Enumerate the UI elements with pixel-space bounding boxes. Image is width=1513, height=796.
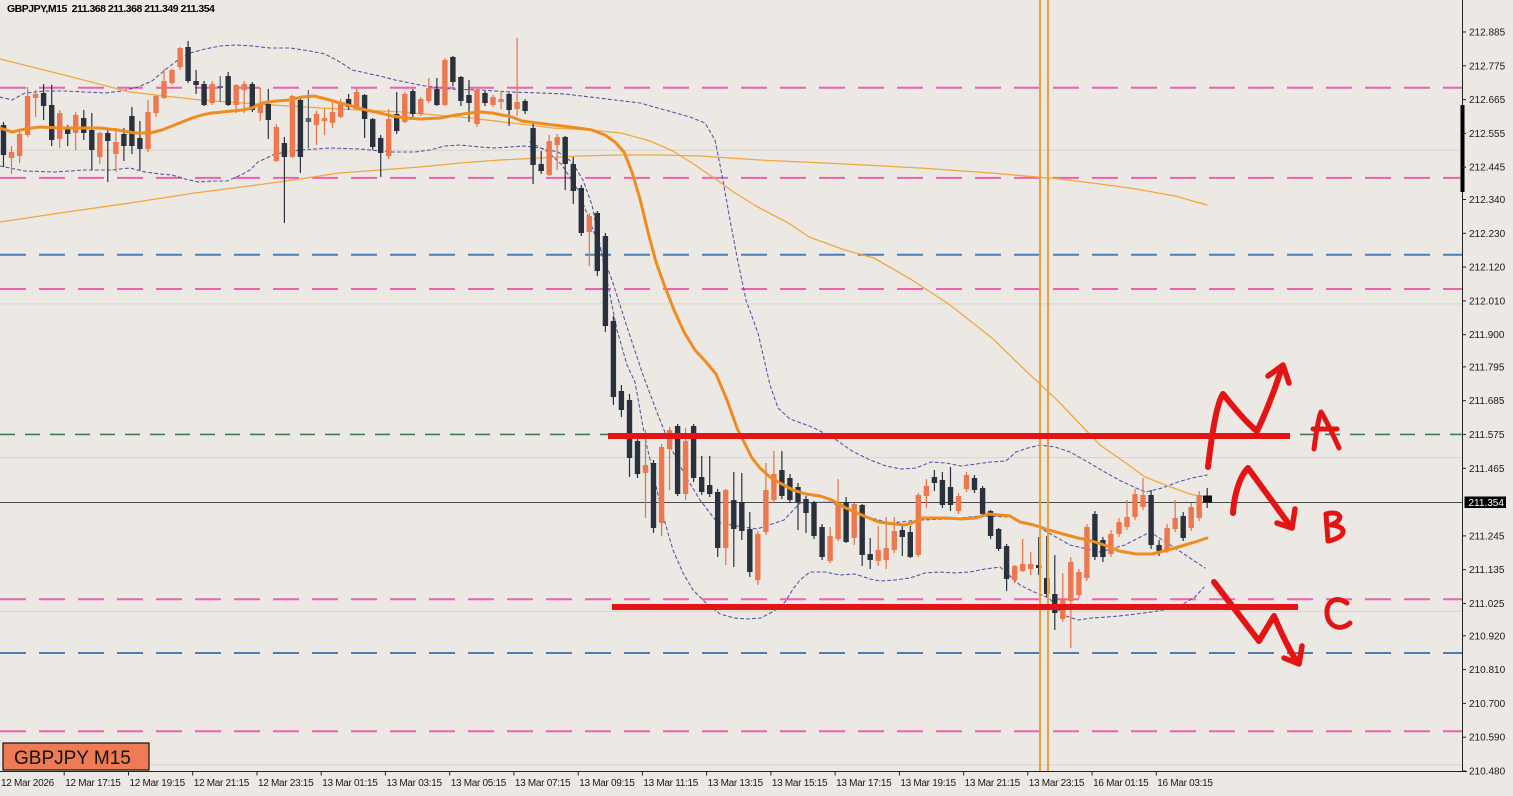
svg-text:211.354: 211.354 [1469,498,1505,509]
svg-text:13 Mar 19:15: 13 Mar 19:15 [900,778,956,789]
svg-text:212.775: 212.775 [1469,61,1506,72]
svg-text:211.465: 211.465 [1469,464,1505,475]
svg-text:13 Mar 13:15: 13 Mar 13:15 [708,778,764,789]
svg-text:211.795: 211.795 [1469,362,1505,373]
svg-text:13 Mar 21:15: 13 Mar 21:15 [965,778,1021,789]
svg-text:210.810: 210.810 [1469,665,1506,676]
svg-text:211.900: 211.900 [1469,330,1505,341]
svg-text:212.340: 212.340 [1469,195,1506,206]
svg-text:13 Mar 11:15: 13 Mar 11:15 [643,778,698,789]
svg-text:12 Mar 23:15: 12 Mar 23:15 [258,778,314,789]
svg-text:212.230: 212.230 [1469,229,1506,240]
svg-text:212.445: 212.445 [1469,163,1506,174]
svg-text:212.010: 212.010 [1469,296,1506,307]
svg-text:210.480: 210.480 [1469,767,1506,778]
svg-text:212.665: 212.665 [1469,95,1506,106]
svg-text:12 Mar 2026: 12 Mar 2026 [1,778,55,789]
svg-text:12 Mar 19:15: 12 Mar 19:15 [130,778,186,789]
svg-text:16 Mar 03:15: 16 Mar 03:15 [1157,778,1213,789]
svg-text:211.685: 211.685 [1469,396,1505,407]
svg-text:13 Mar 09:15: 13 Mar 09:15 [579,778,635,789]
svg-text:12 Mar 21:15: 12 Mar 21:15 [194,778,250,789]
svg-text:13 Mar 07:15: 13 Mar 07:15 [515,778,571,789]
svg-text:13 Mar 03:15: 13 Mar 03:15 [386,778,442,789]
svg-text:13 Mar 15:15: 13 Mar 15:15 [772,778,828,789]
svg-text:13 Mar 23:15: 13 Mar 23:15 [1029,778,1085,789]
svg-text:210.700: 210.700 [1469,699,1506,710]
svg-text:13 Mar 05:15: 13 Mar 05:15 [451,778,507,789]
svg-text:12 Mar 17:15: 12 Mar 17:15 [65,778,121,789]
svg-text:13 Mar 01:15: 13 Mar 01:15 [322,778,378,789]
svg-text:210.920: 210.920 [1469,631,1506,642]
svg-text:212.885: 212.885 [1469,28,1506,39]
svg-text:210.590: 210.590 [1469,733,1506,744]
svg-text:211.245: 211.245 [1469,531,1505,542]
svg-text:16 Mar 01:15: 16 Mar 01:15 [1093,778,1149,789]
svg-text:212.120: 212.120 [1469,263,1506,274]
svg-text:13 Mar 17:15: 13 Mar 17:15 [836,778,892,789]
svg-text:GBPJPY M15: GBPJPY M15 [14,748,131,769]
svg-text:GBPJPY,M15 211.368 211.368 21: GBPJPY,M15 211.368 211.368 211.349 211.3… [7,3,215,15]
svg-text:211.575: 211.575 [1469,430,1505,441]
svg-text:212.555: 212.555 [1469,129,1506,140]
svg-text:211.135: 211.135 [1469,565,1505,576]
svg-text:211.025: 211.025 [1469,599,1505,610]
